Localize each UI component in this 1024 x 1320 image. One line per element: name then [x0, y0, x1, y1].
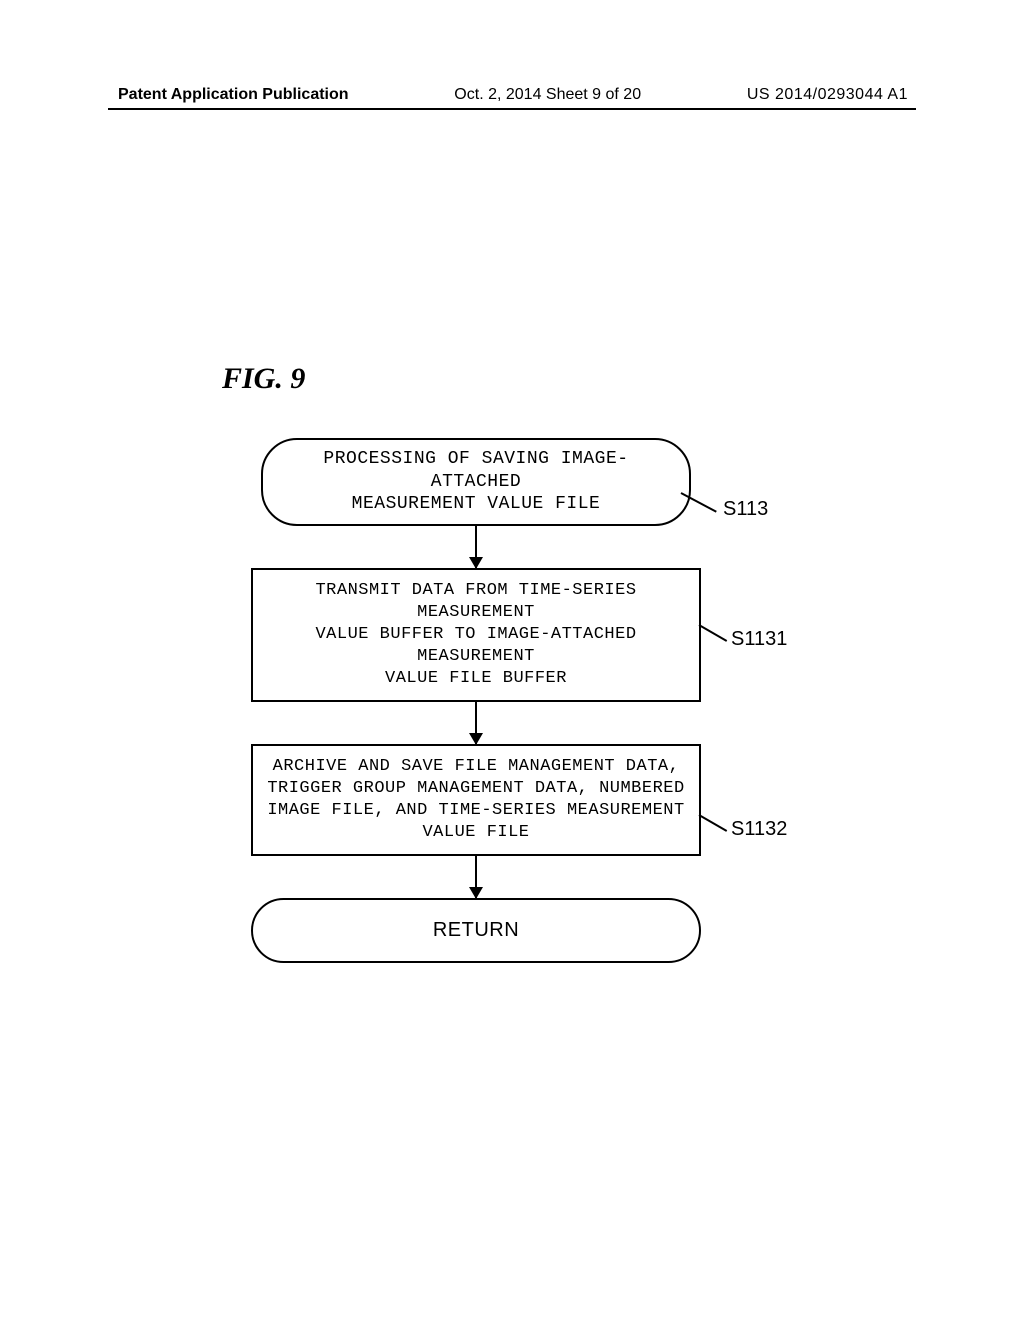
- leader-line: [699, 624, 728, 642]
- header-publication: Patent Application Publication: [118, 86, 349, 104]
- node-text: ARCHIVE AND SAVE FILE MANAGEMENT DATA, T…: [267, 757, 684, 842]
- header-rule: [108, 108, 916, 110]
- terminator-return: RETURN: [251, 898, 701, 963]
- node-text: PROCESSING OF SAVING IMAGE-ATTACHED MEAS…: [323, 449, 628, 514]
- process-transmit: TRANSMIT DATA FROM TIME-SERIES MEASUREME…: [251, 568, 701, 702]
- header-patent-number: US 2014/0293044 A1: [747, 86, 908, 104]
- ref-label-s1131: S1131: [731, 628, 787, 651]
- page-header: Patent Application Publication Oct. 2, 2…: [0, 86, 1024, 104]
- flow-node-archive: ARCHIVE AND SAVE FILE MANAGEMENT DATA, T…: [251, 744, 701, 856]
- flow-arrow: [475, 702, 477, 744]
- leader-line: [699, 814, 728, 832]
- figure-label: FIG. 9: [222, 362, 305, 396]
- flowchart: PROCESSING OF SAVING IMAGE-ATTACHED MEAS…: [196, 438, 756, 963]
- flow-node-start: PROCESSING OF SAVING IMAGE-ATTACHED MEAS…: [261, 438, 691, 526]
- process-archive: ARCHIVE AND SAVE FILE MANAGEMENT DATA, T…: [251, 744, 701, 856]
- ref-label-s1132: S1132: [731, 818, 787, 841]
- node-text: RETURN: [433, 919, 519, 941]
- flow-node-transmit: TRANSMIT DATA FROM TIME-SERIES MEASUREME…: [251, 568, 701, 702]
- flow-node-return: RETURN: [251, 898, 701, 963]
- header-date-sheet: Oct. 2, 2014 Sheet 9 of 20: [454, 86, 641, 104]
- ref-label-s113: S113: [723, 498, 768, 521]
- flow-arrow: [475, 526, 477, 568]
- node-text: TRANSMIT DATA FROM TIME-SERIES MEASUREME…: [315, 581, 636, 688]
- flow-arrow: [475, 856, 477, 898]
- terminator-start: PROCESSING OF SAVING IMAGE-ATTACHED MEAS…: [261, 438, 691, 526]
